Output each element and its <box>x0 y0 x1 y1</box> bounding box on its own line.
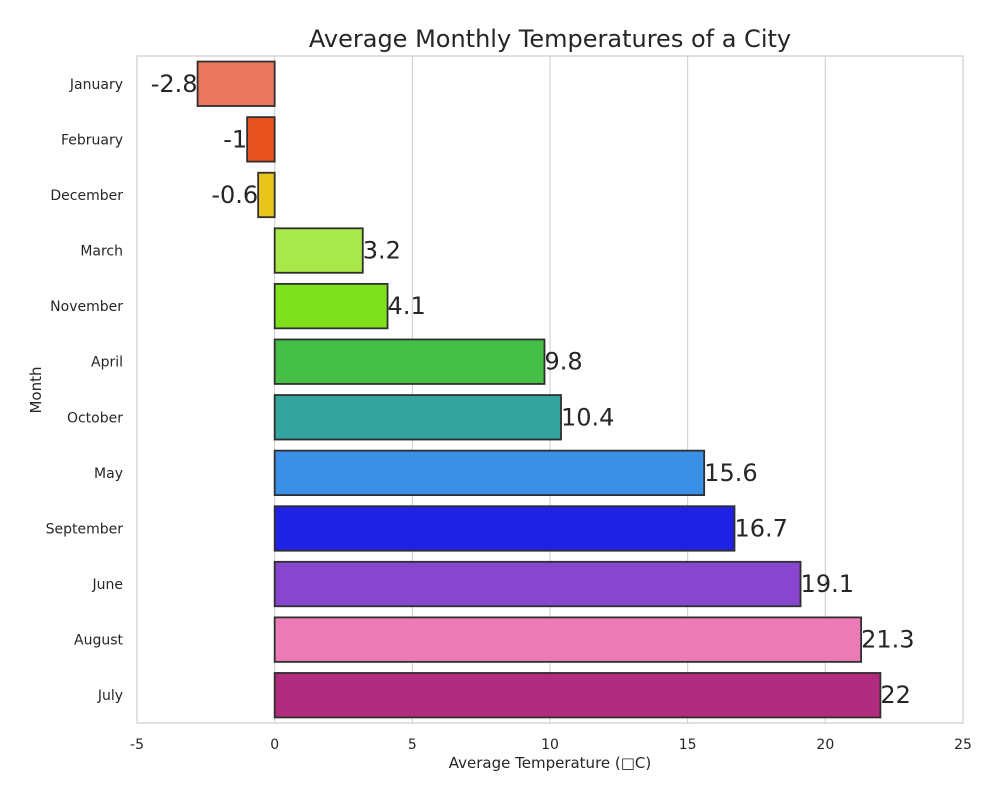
x-tick-label: 25 <box>954 737 972 753</box>
bar-march <box>273 227 364 274</box>
bars <box>196 60 882 719</box>
data-label-march: 3.2 <box>363 237 401 265</box>
bar-may <box>273 449 706 497</box>
bar-october <box>273 394 562 441</box>
y-tick-label: December <box>50 188 123 204</box>
y-axis-ticks: January February December March November Apri… <box>46 77 124 704</box>
y-tick-label: September <box>46 521 124 537</box>
data-label-january: -2.8 <box>151 70 198 98</box>
data-label-august: 21.3 <box>861 626 914 654</box>
y-tick-label: July <box>97 688 123 704</box>
x-tick-label: 20 <box>816 737 834 753</box>
chart-title: Average Monthly Temperatures of a City <box>309 25 791 53</box>
bar-february <box>246 116 276 163</box>
bar-august <box>273 616 863 663</box>
x-tick-label: -5 <box>130 737 144 753</box>
x-axis-ticks: -5 0 5 10 15 20 25 <box>130 737 972 753</box>
y-tick-label: February <box>61 132 123 148</box>
y-tick-label: March <box>80 244 123 260</box>
y-tick-label: October <box>67 410 123 426</box>
data-label-july: 22 <box>880 681 911 709</box>
bar-december <box>257 171 276 219</box>
x-tick-label: 15 <box>679 737 697 753</box>
y-axis-label: Month <box>27 366 45 413</box>
y-tick-label: April <box>91 355 123 371</box>
data-label-november: 4.1 <box>388 292 426 320</box>
bar-september <box>273 505 736 552</box>
data-label-may: 15.6 <box>704 459 757 487</box>
x-tick-label: 0 <box>270 737 279 753</box>
plot-area-frame <box>136 55 964 724</box>
bar-july <box>273 672 882 719</box>
data-label-february: -1 <box>223 125 247 153</box>
bar-june <box>273 560 802 608</box>
y-tick-label: November <box>50 299 123 315</box>
x-tick-label: 5 <box>408 737 417 753</box>
bar-april <box>273 338 546 385</box>
data-label-september: 16.7 <box>734 514 787 542</box>
y-tick-label: January <box>69 77 123 93</box>
bar-january <box>196 60 276 107</box>
y-tick-label: June <box>92 577 124 593</box>
data-labels: -2.8 -1 -0.6 3.2 4.1 9.8 10.4 15.6 16.7 19.121.3 2… <box>151 70 915 709</box>
x-tick-label: 10 <box>541 737 559 753</box>
y-tick-label: May <box>94 466 123 482</box>
x-axis-label: Average Temperature (□C) <box>449 754 652 772</box>
y-tick-label: August <box>74 633 124 649</box>
data-label-june: 19.1 <box>801 570 854 598</box>
data-label-october: 10.4 <box>561 403 614 431</box>
data-label-december: -0.6 <box>211 181 258 209</box>
data-label-april: 9.8 <box>544 348 582 376</box>
bar-november <box>273 282 389 330</box>
